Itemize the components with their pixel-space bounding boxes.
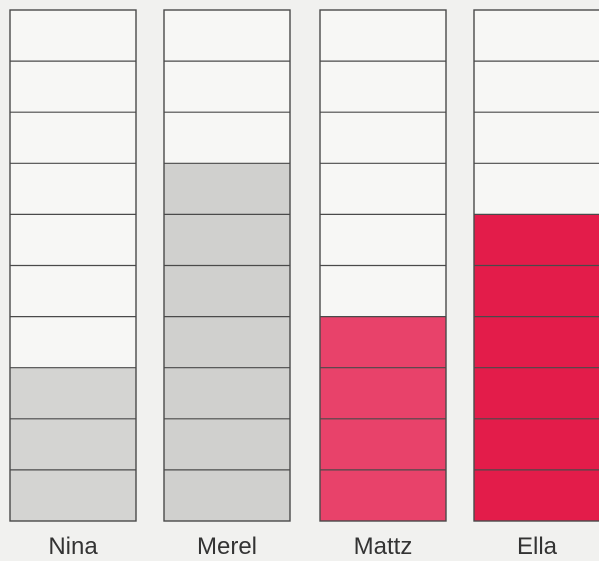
bar-column-nina (9, 9, 137, 522)
bar-columns (9, 9, 599, 522)
bar-column-ella (473, 9, 599, 522)
column-outline (163, 9, 291, 522)
bar-nina (10, 367, 136, 521)
bar-column-mattz (319, 9, 447, 522)
column-outline (319, 9, 447, 522)
bar-column-merel (163, 9, 291, 522)
column-outline (9, 9, 137, 522)
category-label-mattz: Mattz (354, 533, 413, 560)
column-outline (473, 9, 599, 522)
category-labels: Nina Merel Mattz Ella (48, 533, 557, 560)
category-label-ella: Ella (517, 533, 558, 560)
category-label-merel: Merel (197, 533, 257, 560)
category-label-nina: Nina (48, 533, 98, 560)
bar-merel (164, 163, 290, 522)
